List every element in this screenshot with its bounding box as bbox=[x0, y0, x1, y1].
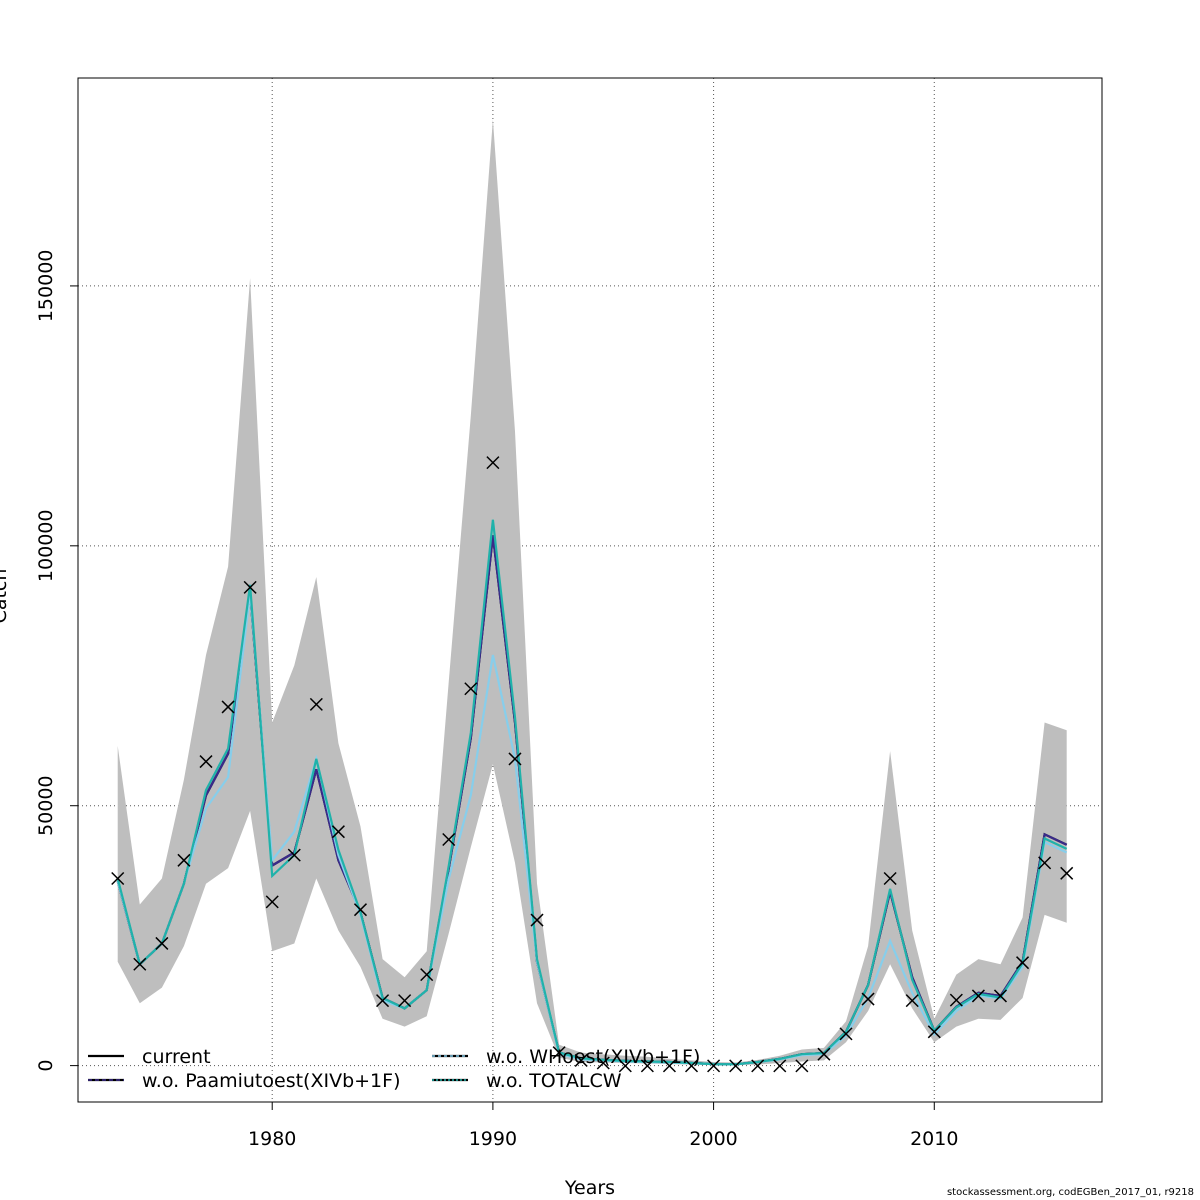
observed-point bbox=[861, 992, 875, 1006]
observed-point bbox=[398, 994, 412, 1008]
observed-point bbox=[574, 1053, 588, 1067]
observed-point bbox=[1016, 956, 1030, 970]
observed-point bbox=[508, 752, 522, 766]
observed-point bbox=[309, 697, 323, 711]
observed-point bbox=[707, 1059, 721, 1073]
observed-point bbox=[795, 1059, 809, 1073]
y-tick-label: 50000 bbox=[35, 775, 57, 835]
observed-point bbox=[353, 903, 368, 917]
observed-point bbox=[618, 1059, 632, 1073]
observed-point bbox=[1060, 866, 1074, 880]
observed-point bbox=[464, 682, 478, 696]
legend-label: w.o. Paamiutoest(XIVb+1F) bbox=[142, 1070, 400, 1092]
observed-point bbox=[486, 456, 500, 470]
observed-point bbox=[111, 871, 125, 886]
observed-point bbox=[773, 1059, 787, 1073]
observed-point bbox=[420, 968, 434, 982]
legend-item-0: current bbox=[88, 1046, 211, 1068]
observed-point bbox=[155, 936, 169, 950]
footer-credit: stockassessment.org, codEGBen_2017_01, r… bbox=[946, 1187, 1194, 1198]
x-tick-label: 2000 bbox=[689, 1128, 737, 1150]
observed-point bbox=[729, 1059, 743, 1073]
observed-point bbox=[751, 1059, 765, 1073]
confidence-band-area bbox=[117, 119, 1067, 1066]
observed-point bbox=[221, 700, 235, 714]
legend-label: w.o. WHoest(XIVb+1F) bbox=[486, 1046, 700, 1068]
observed-points bbox=[111, 456, 1074, 1073]
x-tick-label: 1980 bbox=[248, 1128, 296, 1150]
observed-point bbox=[993, 989, 1008, 1003]
y-tick-label: 100000 bbox=[35, 510, 57, 583]
observed-point bbox=[376, 994, 390, 1008]
observed-point bbox=[905, 994, 919, 1008]
observed-point bbox=[530, 913, 544, 927]
x-axis: 1980 1990 2000 2010 bbox=[248, 1102, 958, 1150]
legend-label: w.o. TOTALCW bbox=[486, 1070, 622, 1092]
legend-item-3: w.o. TOTALCW bbox=[432, 1070, 622, 1092]
observed-point bbox=[442, 832, 456, 847]
observed-point bbox=[883, 871, 897, 886]
observed-point bbox=[596, 1056, 610, 1070]
observed-point bbox=[265, 895, 279, 909]
observed-point bbox=[662, 1059, 676, 1073]
y-axis-title: Catch bbox=[0, 569, 11, 624]
y-axis: 0 50000 100000 150000 bbox=[35, 250, 78, 1072]
x-tick-label: 1990 bbox=[469, 1128, 517, 1150]
observed-point bbox=[684, 1059, 699, 1073]
observed-point bbox=[133, 957, 147, 971]
legend-item-1: w.o. Paamiutoest(XIVb+1F) bbox=[88, 1070, 400, 1092]
series-lines bbox=[116, 519, 1068, 1066]
observed-point bbox=[949, 993, 963, 1007]
y-tick-label: 0 bbox=[35, 1060, 57, 1072]
observed-point bbox=[927, 1025, 941, 1039]
series-line-3 bbox=[116, 519, 1068, 1066]
legend-label: current bbox=[142, 1046, 211, 1068]
observed-point bbox=[640, 1059, 654, 1073]
observed-point bbox=[552, 1046, 566, 1060]
observed-point bbox=[243, 580, 257, 594]
confidence-band bbox=[117, 119, 1067, 1066]
plot-frame bbox=[77, 77, 1103, 1103]
y-tick-label: 150000 bbox=[35, 250, 57, 323]
observed-point bbox=[199, 755, 213, 769]
observed-point bbox=[971, 989, 985, 1003]
observed-point bbox=[817, 1047, 831, 1061]
observed-point bbox=[287, 848, 301, 862]
x-tick-label: 2010 bbox=[910, 1128, 958, 1150]
observed-point bbox=[1038, 856, 1052, 870]
observed-point bbox=[331, 825, 345, 839]
observed-point bbox=[839, 1027, 853, 1041]
legend-item-2: w.o. WHoest(XIVb+1F) bbox=[432, 1046, 700, 1068]
observed-point bbox=[177, 853, 191, 867]
x-axis-title: Years bbox=[564, 1177, 615, 1199]
